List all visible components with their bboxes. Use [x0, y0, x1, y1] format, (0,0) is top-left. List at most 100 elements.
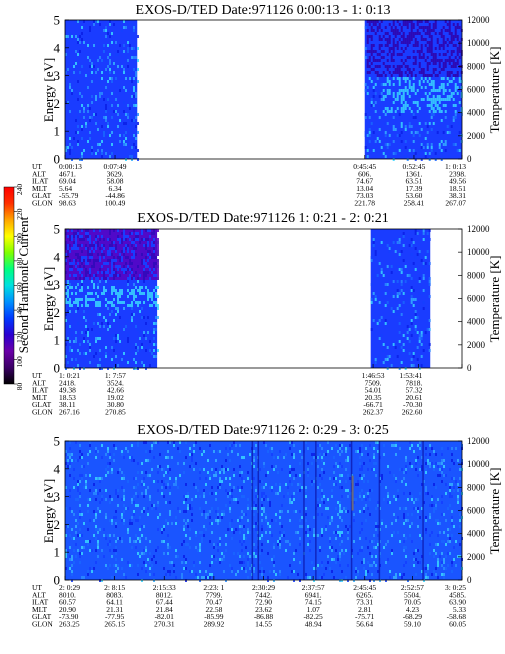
heatmap-cell — [233, 531, 235, 534]
heatmap-cell — [95, 146, 97, 149]
heatmap-cell — [101, 259, 103, 262]
heatmap-cell — [71, 256, 73, 259]
heatmap-cell — [378, 319, 381, 322]
heatmap-cell — [75, 525, 77, 528]
heatmap-cell — [401, 468, 403, 471]
heatmap-cell — [385, 561, 387, 564]
heatmap-cell — [65, 101, 67, 104]
heatmap-cell — [412, 32, 415, 35]
heatmap-cell — [83, 337, 85, 340]
heatmap-cell — [365, 504, 367, 507]
heatmap-cell — [141, 316, 143, 319]
heatmap-cell — [313, 534, 315, 537]
heatmap-cell — [414, 268, 417, 271]
heatmap-cell — [109, 519, 111, 522]
heatmap-cell — [390, 307, 393, 310]
heatmap-cell — [129, 125, 131, 128]
heatmap-cell — [417, 498, 419, 501]
panel-3: EXOS-D/TED Date:971126 2: 0:29 - 3: 0:25… — [32, 423, 502, 629]
heatmap-cell — [121, 486, 123, 489]
heatmap-cell — [83, 310, 85, 313]
heatmap-cell — [103, 277, 105, 280]
heatmap-cell — [173, 483, 175, 486]
heatmap-cell — [367, 468, 369, 471]
heatmap-cell — [183, 510, 185, 513]
heatmap-cell — [217, 522, 219, 525]
y-tick-label: 4 — [54, 461, 61, 476]
heatmap-cell — [458, 47, 461, 50]
heatmap-cell — [277, 492, 279, 495]
heatmap-cell — [149, 241, 151, 244]
heatmap-cell — [424, 331, 427, 334]
heatmap-cell — [386, 59, 389, 62]
heatmap-cell — [89, 489, 91, 492]
heatmap-cell — [87, 334, 89, 337]
heatmap-cell — [157, 286, 159, 289]
heatmap-cell — [155, 304, 157, 307]
heatmap-cell — [99, 349, 101, 352]
heatmap-cell — [245, 537, 247, 540]
heatmap-cell — [366, 71, 369, 74]
heatmap-cell — [143, 441, 145, 444]
heatmap-cell — [368, 20, 371, 23]
heatmap-cell — [249, 453, 251, 456]
heatmap-cell — [81, 286, 83, 289]
heatmap-cell — [375, 564, 377, 567]
heatmap-cell — [65, 450, 67, 453]
heatmap-cell — [433, 504, 435, 507]
heatmap-cell — [374, 32, 377, 35]
heatmap-cell — [75, 62, 77, 65]
heatmap-cell — [396, 47, 399, 50]
heatmap-cell — [149, 262, 151, 265]
heatmap-cell — [231, 567, 233, 570]
heatmap-cell — [403, 471, 405, 474]
heatmap-cell — [109, 501, 111, 504]
heatmap-cell — [447, 534, 449, 537]
heatmap-cell — [101, 152, 103, 155]
heatmap-cell — [339, 465, 341, 468]
heatmap-cell — [95, 71, 97, 74]
heatmap-cell — [135, 519, 137, 522]
heatmap-cell — [73, 268, 75, 271]
heatmap-cell — [79, 244, 81, 247]
heatmap-cell — [293, 510, 295, 513]
heatmap-cell — [109, 259, 111, 262]
heatmap-cell — [149, 247, 151, 250]
heatmap-cell — [456, 86, 459, 89]
heatmap-cell — [418, 20, 421, 23]
heatmap-cell — [95, 346, 97, 349]
heatmap-cell — [117, 241, 119, 244]
heatmap-cell — [83, 107, 85, 110]
heatmap-cell — [297, 489, 299, 492]
heatmap-cell — [147, 558, 149, 561]
heatmap-cell — [151, 504, 153, 507]
heatmap-cell — [279, 537, 281, 540]
heatmap-cell — [153, 271, 155, 274]
heatmap-cell — [209, 522, 211, 525]
heatmap-cell — [103, 241, 105, 244]
heatmap-cell — [313, 579, 315, 582]
orbit-cell: 54.01 — [365, 386, 382, 395]
orbit-cell: 2:45:45 — [353, 583, 376, 592]
heatmap-cell — [133, 289, 135, 292]
heatmap-cell — [448, 74, 451, 77]
heatmap-cell — [430, 74, 433, 77]
heatmap-cell — [441, 459, 443, 462]
heatmap-cell — [125, 158, 127, 161]
heatmap-cell — [428, 77, 431, 80]
heatmap-cell — [191, 513, 193, 516]
heatmap-cell — [155, 268, 157, 271]
heatmap-cell — [421, 468, 423, 471]
heatmap-cell — [390, 364, 393, 367]
heatmap-cell — [89, 65, 91, 68]
heatmap-cell — [366, 62, 369, 65]
heatmap-cell — [83, 546, 85, 549]
heatmap-cell — [109, 23, 111, 26]
heatmap-cell — [432, 26, 435, 29]
heatmap-cell — [97, 250, 99, 253]
heatmap-cell — [435, 567, 437, 570]
heatmap-cell — [105, 265, 107, 268]
heatmap-cell — [339, 453, 341, 456]
heatmap-cell — [185, 510, 187, 513]
heatmap-cell — [79, 528, 81, 531]
